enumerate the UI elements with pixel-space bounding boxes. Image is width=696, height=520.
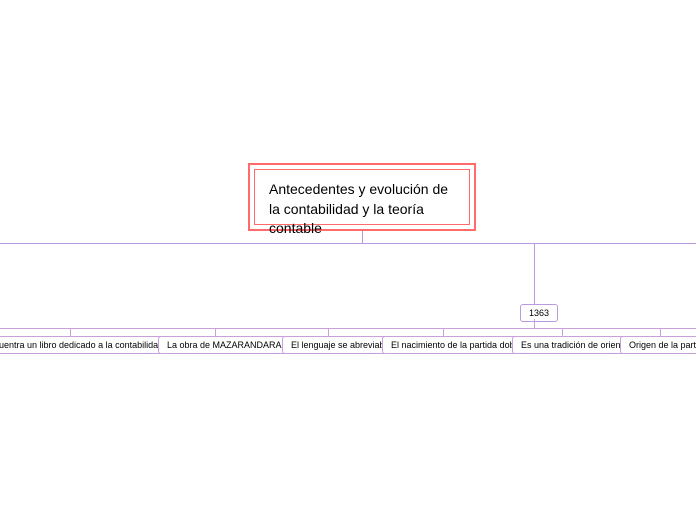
child-label-2: El lenguaje se abreviaba bbox=[291, 340, 390, 350]
child-vline-1 bbox=[215, 328, 216, 336]
child-node-5[interactable]: Origen de la partida bbox=[620, 336, 696, 354]
child-node-1[interactable]: La obra de MAZARANDARANI bbox=[158, 336, 300, 354]
child-vline-4 bbox=[562, 328, 563, 336]
child-label-4: Es una tradición de oriente bbox=[521, 340, 628, 350]
child-node-0[interactable]: uentra un libro dedicado a la contabilid… bbox=[0, 336, 172, 354]
child-vline-3 bbox=[443, 328, 444, 336]
child-label-5: Origen de la partida bbox=[629, 340, 696, 350]
child-node-4[interactable]: Es una tradición de oriente bbox=[512, 336, 637, 354]
child-vline-5 bbox=[660, 328, 661, 336]
root-node[interactable]: Antecedentes y evolución de la contabili… bbox=[254, 169, 470, 225]
node-1363[interactable]: 1363 bbox=[520, 304, 558, 322]
child-label-1: La obra de MAZARANDARANI bbox=[167, 340, 291, 350]
connector-to-1363 bbox=[534, 243, 535, 304]
child-label-3: El nacimiento de la partida doble bbox=[391, 340, 522, 350]
node-1363-label: 1363 bbox=[529, 308, 549, 318]
child-vline-0 bbox=[70, 328, 71, 336]
level1-hline bbox=[0, 243, 696, 244]
connector-1363-down bbox=[534, 319, 535, 328]
child-vline-2 bbox=[328, 328, 329, 336]
connector-root-down bbox=[362, 231, 363, 243]
child-label-0: uentra un libro dedicado a la contabilid… bbox=[0, 340, 163, 350]
child-node-3[interactable]: El nacimiento de la partida doble bbox=[382, 336, 531, 354]
level3-hline bbox=[0, 328, 696, 329]
